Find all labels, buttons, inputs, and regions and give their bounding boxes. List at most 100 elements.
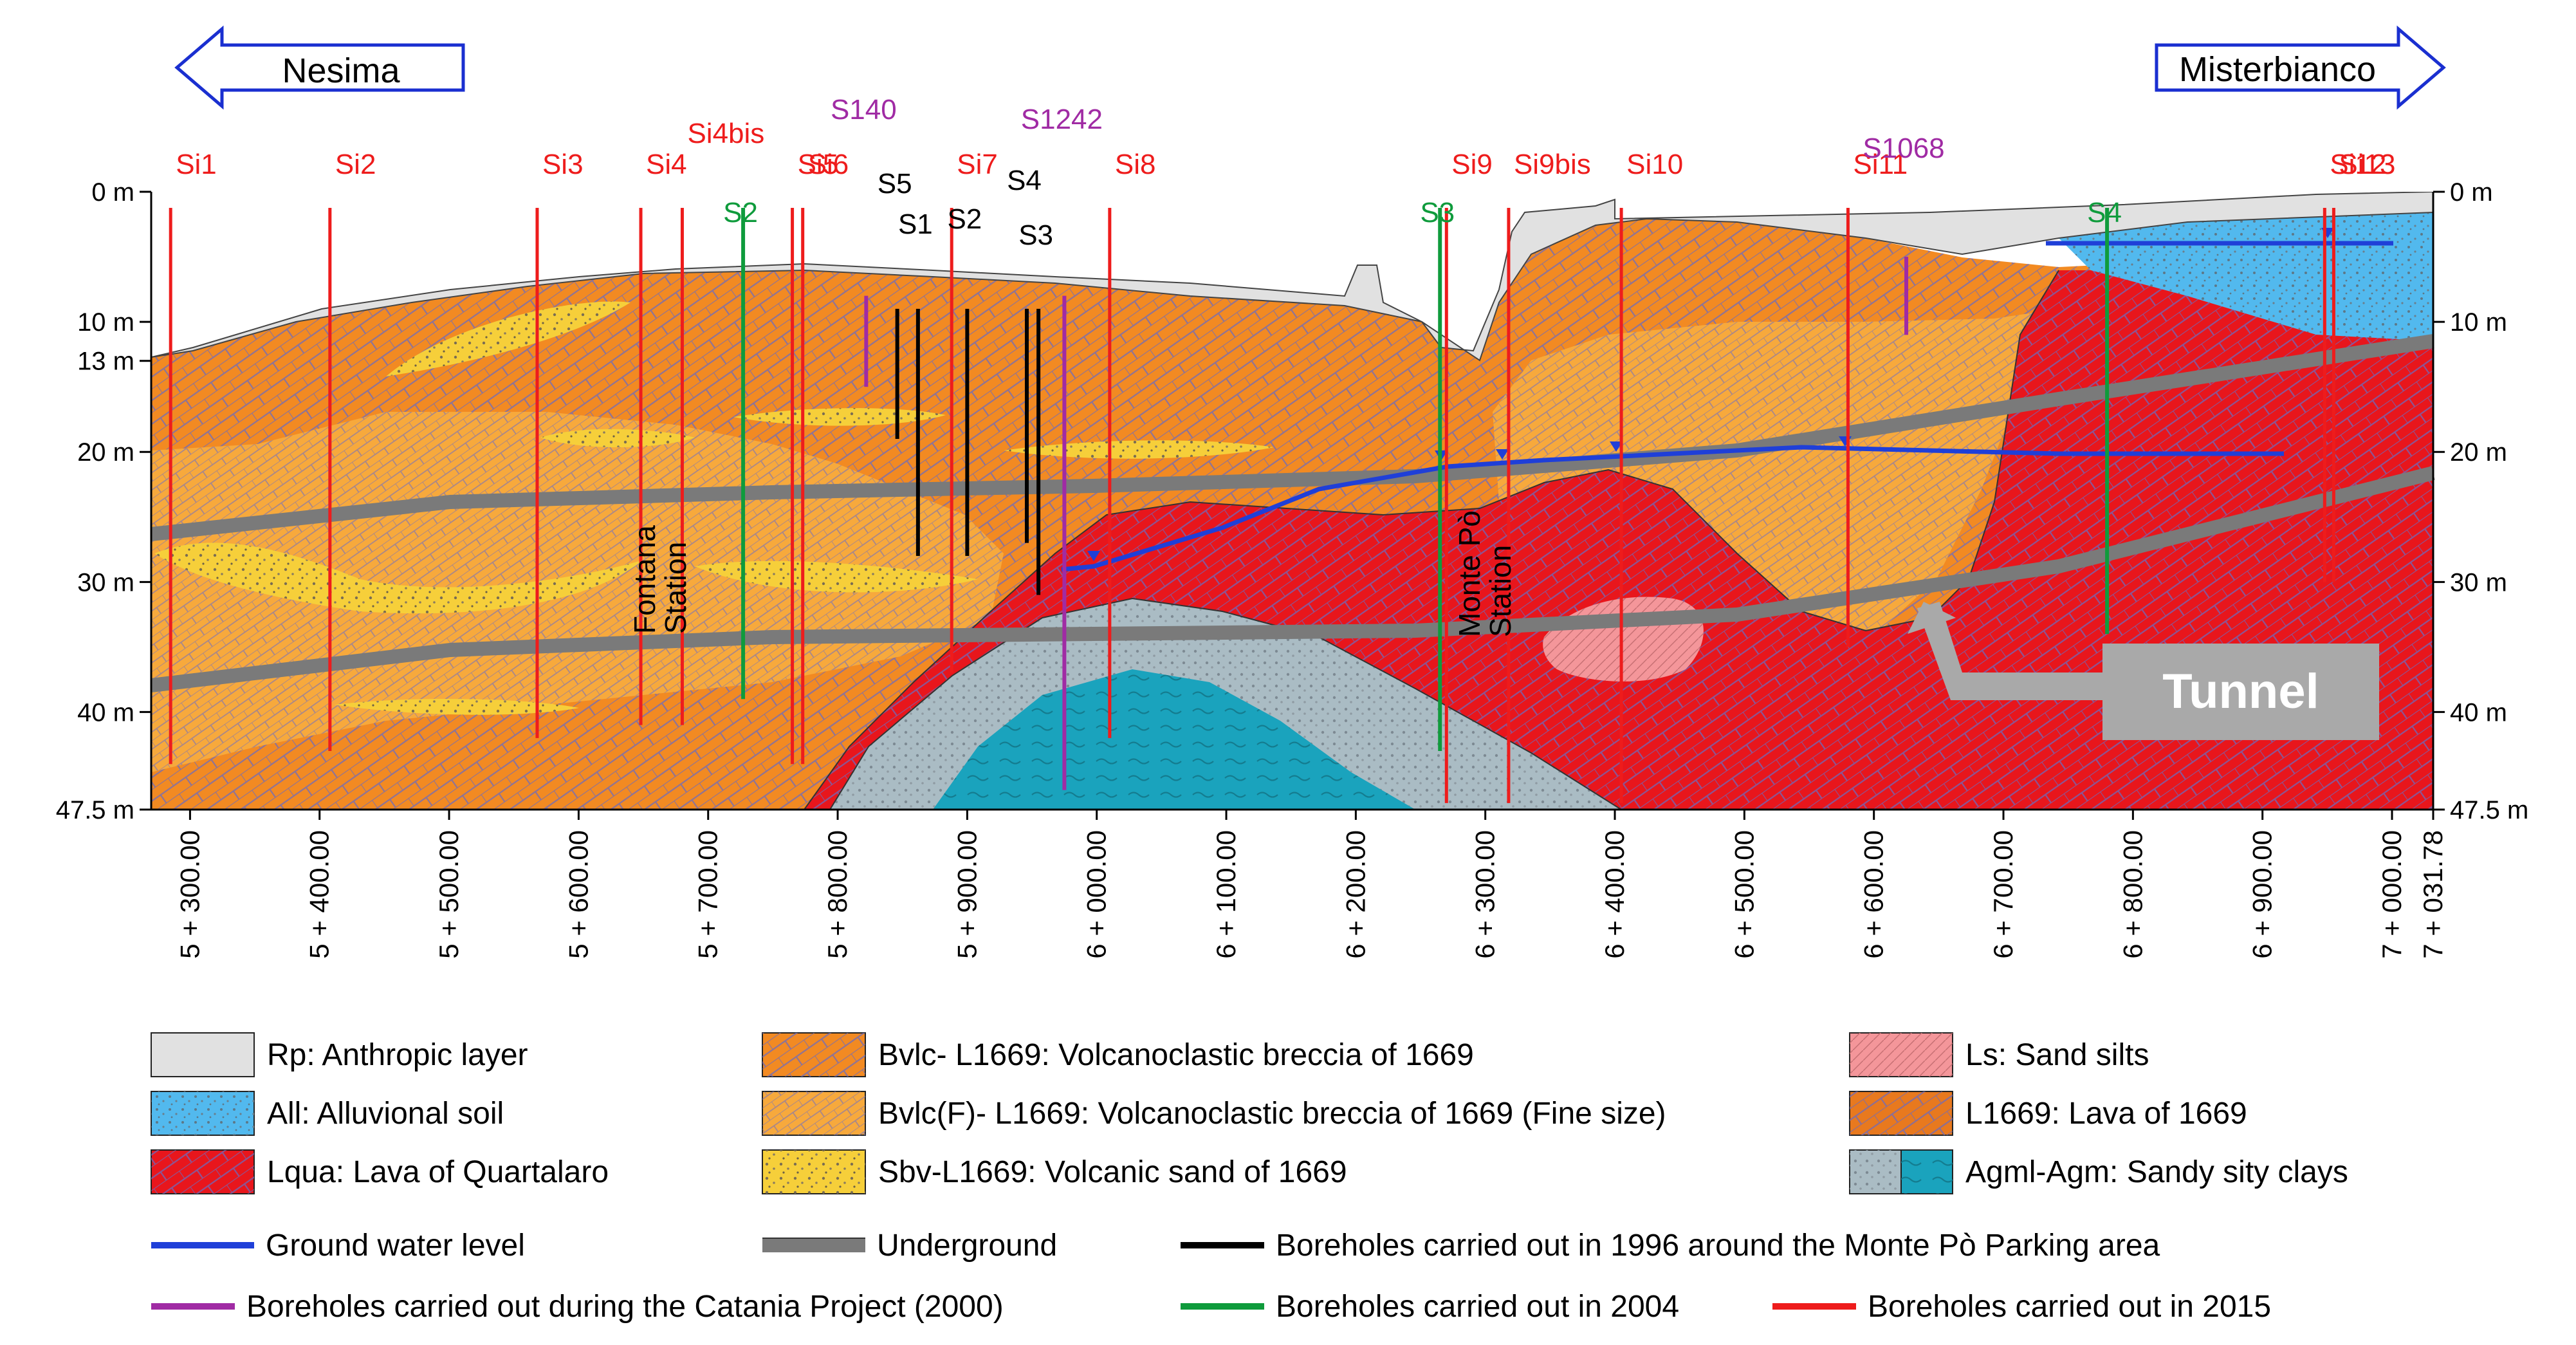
legend: Rp: Anthropic layer All: Alluvional soil L…	[151, 1032, 2348, 1324]
arrow-left	[174, 25, 465, 110]
arrow-right-label: Misterbianco	[2179, 50, 2376, 89]
borehole-label: S140	[831, 94, 897, 125]
borehole-label: S5	[878, 168, 912, 199]
chainage-label: 5 + 800.00	[822, 830, 852, 959]
unit-rp	[151, 192, 2434, 362]
borehole-label: S2	[947, 203, 982, 235]
chainage-label: 6 + 400.00	[1599, 830, 1630, 959]
legend-swatch-rp	[151, 1032, 255, 1077]
groundwater-line	[1061, 445, 2284, 572]
borehole-label: Si11	[1853, 149, 1908, 180]
legend-swatch-bvlcf	[762, 1091, 866, 1136]
legend-line-label: Boreholes carried out during the Catania…	[246, 1290, 1004, 1324]
unit-sbv-lenses	[154, 301, 1274, 715]
chainage-label: 5 + 300.00	[174, 830, 205, 959]
legend-label: L1669: Lava of 1669	[1965, 1097, 2247, 1131]
borehole-label: Si8	[1115, 149, 1156, 180]
chainage-label: 5 + 700.00	[693, 830, 723, 959]
borehole-label: S4	[1007, 165, 1042, 196]
depth-label-right: 0 m	[2450, 178, 2493, 207]
legend-swatch-sbv	[762, 1149, 866, 1194]
chainage-label: 5 + 600.00	[563, 830, 593, 959]
chainage-label: 6 + 300.00	[1470, 830, 1500, 959]
chainage-label: 5 + 500.00	[434, 830, 464, 959]
tunnel-band-upper	[151, 334, 2434, 541]
depth-label-left: 13 m	[77, 348, 134, 376]
chainage-label: 6 + 700.00	[1988, 830, 2018, 959]
legend-swatch-lqua	[151, 1149, 255, 1194]
depth-label-left: 10 m	[77, 308, 134, 337]
legend-label: Lqua: Lava of Quartalaro	[267, 1155, 609, 1189]
borehole-label: Si3	[542, 149, 584, 180]
chainage-label: 7 + 031.78	[2418, 830, 2448, 959]
depth-label-right: 40 m	[2450, 698, 2507, 727]
tunnel-pointer	[1917, 602, 2102, 700]
borehole-label: Si10	[1626, 149, 1683, 180]
borehole-label: Si4	[646, 149, 687, 180]
depth-label-right: 20 m	[2450, 438, 2507, 467]
borehole-label: Si13	[2339, 149, 2395, 180]
borehole-label: Si9bis	[1514, 149, 1591, 180]
borehole-label: Si6	[808, 149, 849, 180]
borehole-label: Si2	[335, 149, 376, 180]
borehole-label: S2	[723, 197, 758, 228]
borehole-label: Si5	[798, 149, 839, 180]
depth-label-left: 0 m	[91, 178, 134, 207]
legend-line-label: Boreholes carried out in 2015	[1868, 1290, 2271, 1324]
depth-label-left: 47.5 m	[56, 796, 134, 824]
chainage-label: 6 + 000.00	[1081, 830, 1112, 959]
chainage-label: 6 + 600.00	[1859, 830, 1889, 959]
legend-label: Bvlc(F)- L1669: Volcanoclastic breccia o…	[878, 1097, 1666, 1131]
borehole-label: S1	[898, 209, 933, 240]
legend-label: Bvlc- L1669: Volcanoclastic breccia of 1…	[878, 1038, 1474, 1072]
legend-line-label: Ground water level	[266, 1229, 525, 1263]
legend-swatch-l1669	[1849, 1091, 1953, 1136]
borehole-label: Si1	[176, 149, 217, 180]
legend-label: Rp: Anthropic layer	[267, 1038, 528, 1072]
annotations: FontanaStation Monte PòStation Tunnel	[628, 510, 2379, 740]
legend-line-label: Boreholes carried out in 1996 around the…	[1276, 1229, 2160, 1263]
chainage-label: 5 + 900.00	[952, 830, 982, 959]
legend-line-label: Underground	[877, 1229, 1057, 1263]
borehole-label: S4	[2087, 197, 2122, 228]
tunnel-label-box	[2102, 644, 2379, 740]
legend-line-label: Boreholes carried out in 2004	[1276, 1290, 1679, 1324]
geology-layers	[151, 192, 2435, 810]
tunnel-label: Tunnel	[2162, 664, 2319, 719]
legend-label: Agml-Agm: Sandy sity clays	[1965, 1155, 2348, 1189]
legend-swatch-agml	[1849, 1149, 1953, 1194]
borehole-label: Si7	[957, 149, 998, 180]
borehole-label: S1242	[1021, 104, 1103, 135]
borehole-label: S3	[1018, 219, 1053, 251]
arrow-right	[2155, 25, 2446, 110]
station-label: Monte PòStation	[1453, 510, 1517, 637]
depth-label-left: 40 m	[77, 698, 134, 727]
borehole-label: Si4bis	[687, 118, 764, 149]
depth-label-left: 30 m	[77, 568, 134, 597]
direction-arrows: Nesima Misterbianco	[174, 25, 2446, 110]
tunnel-band-lower	[151, 466, 2435, 692]
borehole-label: Si9	[1451, 149, 1493, 180]
depth-label-right: 47.5 m	[2450, 796, 2528, 824]
depth-label-right: 30 m	[2450, 568, 2507, 597]
chainage-label: 6 + 100.00	[1211, 830, 1241, 959]
borehole-label: Si12	[2330, 149, 2386, 180]
legend-swatch-all	[151, 1091, 255, 1136]
chainage-label: 6 + 800.00	[2117, 830, 2148, 959]
chainage-label: 5 + 400.00	[304, 830, 335, 959]
chainage-label: 7 + 000.00	[2377, 830, 2407, 959]
depth-label-right: 10 m	[2450, 308, 2507, 337]
borehole-label: S3	[1420, 197, 1455, 228]
arrow-left-label: Nesima	[282, 51, 400, 90]
legend-label: Sbv-L1669: Volcanic sand of 1669	[878, 1155, 1347, 1189]
legend-swatch-ls	[1849, 1032, 1953, 1077]
legend-label: All: Alluvional soil	[267, 1097, 504, 1131]
borehole-label: S1068	[1863, 133, 1944, 164]
station-label: FontanaStation	[628, 525, 692, 634]
axes: 0 m 0 m 10 m 10 m 13 m 20 m 20 m 30 m 30 m 40 m 40…	[56, 178, 2529, 959]
chainage-label: 6 + 200.00	[1340, 830, 1370, 959]
depth-label-left: 20 m	[77, 438, 134, 467]
chainage-label: 6 + 900.00	[2247, 830, 2277, 959]
